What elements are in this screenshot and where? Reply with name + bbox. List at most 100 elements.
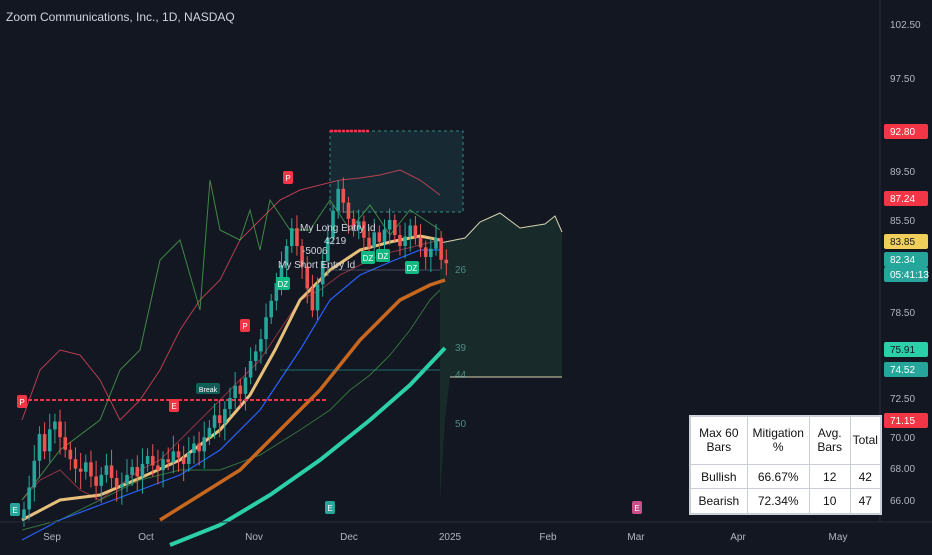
price-badge — [884, 252, 928, 267]
time-tick-label: Nov — [245, 532, 263, 543]
candle-body — [228, 398, 232, 409]
time-axis: Sep Oct Nov Dec 2025 Feb Mar Apr May — [43, 532, 847, 543]
candle-body — [429, 248, 433, 257]
price-tick-label: 89.50 — [890, 167, 915, 178]
candle-body — [156, 465, 160, 471]
candle-body — [68, 449, 73, 460]
signal-marker-label: E — [12, 506, 17, 515]
candle-body — [42, 434, 47, 452]
candle-body — [346, 202, 351, 219]
price-badge — [884, 191, 928, 206]
price-badge-label: 92.80 — [890, 127, 915, 138]
price-tick-label: 78.50 — [890, 308, 915, 319]
candle-body — [94, 476, 98, 486]
candle-body — [372, 232, 376, 248]
signal-marker — [276, 277, 290, 290]
candle-body — [341, 188, 346, 203]
price-tick-label: 66.00 — [890, 496, 915, 507]
candle-body — [248, 361, 253, 378]
candle-body — [233, 385, 237, 398]
price-badge-label: 74.52 — [890, 365, 915, 376]
upper-band-red — [21, 169, 441, 421]
price-badge-label: 05:41:13 — [890, 270, 929, 281]
candle-body — [423, 247, 428, 257]
cloud-upper-line — [439, 212, 563, 244]
candle-body — [320, 261, 325, 285]
candle-body — [63, 437, 67, 450]
stats-row-bullish: Bullish 66.67% 12 42 — [690, 463, 882, 490]
candle-body — [84, 462, 88, 472]
candle-body — [253, 351, 258, 362]
time-tick-label: Apr — [730, 532, 746, 543]
price-axis: 102.50 97.50 89.50 85.50 78.50 72.50 70.00 68.0… — [884, 20, 929, 507]
candle-body — [135, 467, 140, 477]
signal-marker — [240, 319, 250, 332]
price-badge — [884, 413, 928, 428]
time-tick-label: Mar — [627, 532, 645, 543]
price-badge-label: 82.34 — [890, 255, 915, 266]
supply-zone — [329, 130, 464, 213]
stats-cell-total: 47 — [849, 488, 882, 514]
candle-body — [434, 237, 438, 249]
ma-slow-line — [169, 346, 447, 547]
candle-body — [99, 474, 104, 486]
price-badge — [884, 124, 928, 139]
stats-row-bearish: Bearish 72.34% 10 47 — [690, 488, 882, 514]
signal-marker — [283, 171, 293, 184]
time-tick-label: Sep — [43, 532, 61, 543]
candle-body — [259, 339, 263, 352]
candle-body — [78, 468, 83, 472]
candle-body — [305, 266, 310, 289]
candle-body — [104, 465, 109, 475]
signal-marker-label: DZ — [407, 264, 418, 273]
candle-body — [439, 237, 443, 260]
candle-body — [367, 237, 371, 248]
candle-body — [27, 487, 31, 510]
level-label-44: 44 — [455, 370, 467, 381]
candle-body — [37, 434, 42, 461]
candle-body — [181, 457, 186, 464]
signal-marker — [405, 261, 419, 274]
upper-band-green — [21, 179, 441, 501]
signal-marker — [17, 395, 27, 408]
signal-marker — [632, 501, 642, 514]
stats-header-total: Total — [849, 416, 882, 465]
short-entry-value: -5006 — [302, 246, 328, 257]
candle-body — [284, 246, 289, 266]
signal-marker-label: P — [19, 398, 24, 407]
signal-marker-label: P — [285, 174, 290, 183]
candle-body — [120, 484, 124, 488]
candle-body — [114, 478, 119, 488]
candle-body — [351, 218, 356, 230]
candle-body — [336, 188, 340, 211]
signal-marker-label: E — [634, 504, 639, 513]
candle-body — [408, 225, 413, 237]
price-tick-label: 68.00 — [890, 464, 915, 475]
candle-body — [22, 509, 26, 519]
stats-cell-label: Bearish — [690, 488, 748, 514]
candle-body — [202, 437, 207, 452]
candle-body — [58, 421, 62, 438]
candles — [22, 177, 449, 527]
candle-body — [150, 456, 155, 466]
candle-body — [47, 429, 52, 452]
candle-body — [403, 236, 407, 247]
time-tick-label: 2025 — [439, 532, 462, 543]
forward-cloud — [440, 213, 562, 500]
candle-body — [125, 474, 129, 485]
price-badge — [884, 342, 928, 357]
candle-body — [166, 459, 170, 463]
candle-body — [387, 220, 392, 230]
candle-body — [290, 228, 294, 247]
stats-cell-total: 42 — [849, 463, 882, 490]
candle-body — [238, 385, 243, 394]
signal-markers: P P P E DZ DZ DZ DZ E E E — [10, 171, 642, 516]
candle-body — [331, 210, 335, 238]
signal-marker — [169, 399, 179, 412]
candle-body — [274, 282, 279, 301]
candle-body — [217, 415, 222, 424]
signal-marker — [361, 251, 375, 264]
lower-band-green — [21, 289, 441, 531]
stats-cell-label: Bullish — [690, 463, 748, 490]
